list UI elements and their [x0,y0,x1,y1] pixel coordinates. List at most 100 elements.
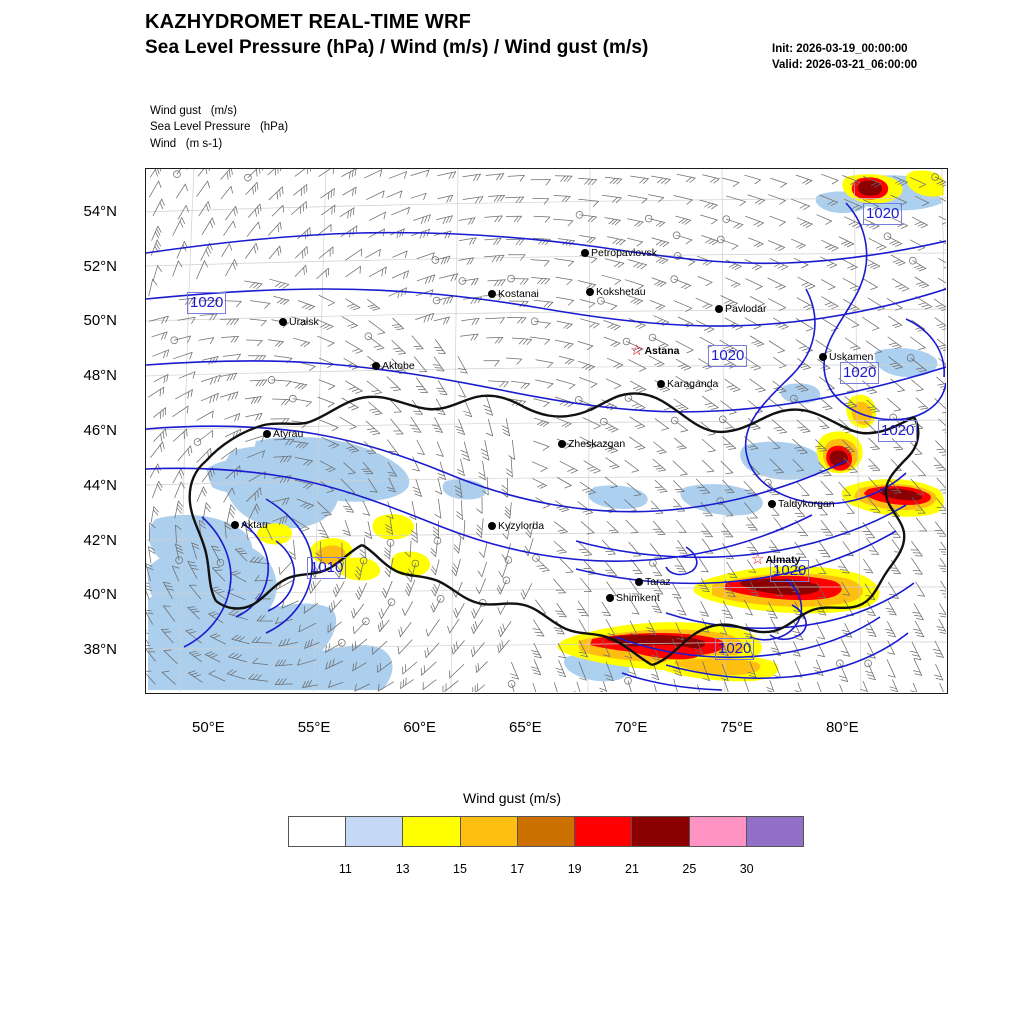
lat-tick [145,542,146,543]
page-title: KAZHYDROMET REAL-TIME WRF [145,11,472,33]
city-marker-kokshetau: Kokshetau [586,286,646,298]
lon-tick [738,693,739,694]
city-label: Shimkent [616,592,660,604]
field-legend-wind-gust: Wind gust (m/s) [150,105,237,117]
city-dot-icon [581,249,589,257]
city-label: Kokshetau [596,286,646,298]
lon-tick [632,693,633,694]
city-dot-icon [768,500,776,508]
city-marker-zheskazgan: Zheskazgan [558,438,625,450]
city-marker-astana: ☆ Astana [630,343,679,358]
city-marker-uralsk: Uralsk [279,316,319,328]
city-marker-aktobe: Aktobe [372,360,415,372]
wind-barbs [146,169,946,692]
city-marker-atyrau: Atyrau [263,428,303,440]
lat-tick [145,432,146,433]
city-label: Uralsk [289,316,319,328]
city-label: Atyrau [273,428,304,440]
lat-tick-label: 54°N [83,202,117,220]
gust-shading-light [147,175,942,690]
city-label: Aktau [241,519,268,531]
capital-star-icon: ☆ [751,551,765,568]
city-label: Uskamen [829,351,874,363]
lat-tick [145,213,146,214]
city-dot-icon [635,578,643,586]
lat-tick [145,322,146,323]
lon-tick-label: 75°E [720,719,754,736]
city-label: Zheskazgan [568,438,626,450]
lat-tick [145,377,146,378]
model-run-info: Init: 2026-03-19_00:00:00 Valid: 2026-03… [772,42,917,73]
city-label: Almaty [765,553,801,566]
lon-tick [209,693,210,694]
country-border-kazakhstan [188,392,920,667]
colorbar-tick-label: 30 [739,862,754,876]
colorbar-segment-3 [460,817,518,846]
lat-tick-label: 48°N [83,367,117,385]
city-label: Petropavlovsk [591,247,657,259]
lon-tick-label: 70°E [614,719,648,736]
city-marker-taraz: Taraz [635,576,671,588]
lon-tick [421,693,422,694]
contour-label: 1020 [187,292,227,315]
lon-tick-label: 65°E [509,719,542,736]
city-dot-icon [558,440,566,448]
colorbar-segment-2 [403,817,461,846]
lat-tick [145,487,146,488]
lon-tick [315,693,316,694]
colorbar-segment-5 [575,817,633,846]
page-subtitle: Sea Level Pressure (hPa) / Wind (m/s) / … [145,37,649,58]
capital-star-icon: ☆ [630,342,644,359]
city-dot-icon [819,353,827,361]
city-marker-kyzylorda: Kyzylorda [488,520,544,532]
field-legend-slp: Sea Level Pressure (hPa) [150,121,289,134]
lat-tick-label: 42°N [83,531,117,549]
lat-tick-label: 38°N [83,641,117,659]
city-dot-icon [488,290,496,298]
city-dot-icon [372,362,380,370]
lat-tick [145,651,146,652]
colorbar[interactable] [288,816,804,847]
city-label: Taraz [645,576,671,588]
lat-tick-label: 52°N [83,257,117,275]
lon-tick-label: 50°E [192,719,225,736]
lon-tick [843,693,844,694]
colorbar-tick-label: 13 [395,862,410,876]
city-marker-karaganda: Karaganda [657,378,718,390]
field-legend-wind: Wind (m s-1) [150,137,223,150]
city-marker-shimkent: Shimkent [606,592,660,604]
colorbar-segment-4 [517,817,576,846]
city-dot-icon [263,430,271,438]
lat-tick-label: 44°N [83,476,117,494]
city-label: Aktobe [382,360,415,372]
title-block: KAZHYDROMET REAL-TIME WRF Sea Level Pres… [145,10,845,61]
contour-label: 1020 [770,560,810,583]
city-label: Kostanai [498,288,539,300]
lat-tick [145,596,146,597]
city-label: Pavlodar [725,303,767,315]
colorbar-title: Wind gust (m/s) [462,790,561,806]
contour-label: 1020 [840,362,880,385]
colorbar-segment-6 [632,817,690,846]
lon-tick [526,693,527,694]
city-dot-icon [586,288,594,296]
colorbar-segment-1 [346,817,404,846]
lat-tick-label: 46°N [83,422,117,439]
lat-tick-label: 40°N [83,586,117,604]
lon-tick-label: 60°E [403,719,437,736]
colorbar-tick-label: 25 [682,862,697,876]
colorbar-segment-0 [289,817,347,846]
colorbar-tick-label: 19 [567,862,582,876]
city-dot-icon [606,594,614,602]
contour-label: 1010 [307,557,347,580]
city-dot-icon [715,305,723,313]
colorbar-segment-8 [746,817,803,846]
city-marker-kostanai: Kostanai [488,288,539,300]
colorbar-tick-label: 15 [453,862,467,876]
contour-label: 1020 [715,638,755,661]
city-label: Taldykorgan [778,498,835,510]
city-label: Astana [644,344,680,357]
city-label: Karaganda [667,378,719,390]
weather-map[interactable]: 1020 1020 1020 1020 1020 1020 1020 1010 Petropa… [145,168,948,694]
lat-tick [145,268,146,269]
